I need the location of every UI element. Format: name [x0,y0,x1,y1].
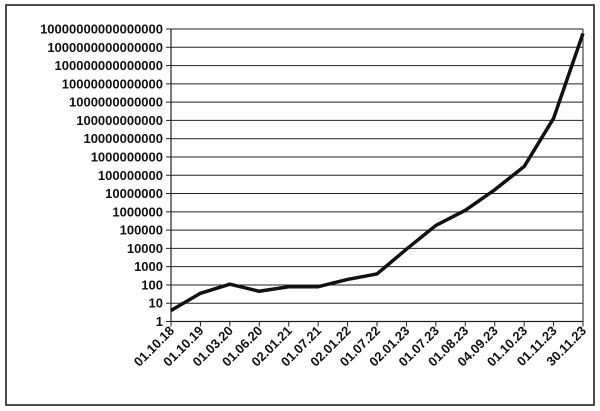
y-tick-label: 1 [156,314,163,329]
y-tick-label: 1000 [134,259,163,274]
y-tick-label: 1000000000000000 [47,40,163,55]
y-tick-label: 10 [149,296,163,311]
chart-border [5,4,595,406]
y-tick-label: 100000000 [98,168,163,183]
y-tick-label: 10000000000 [83,131,163,146]
y-tick-label: 10000000000000000 [40,22,163,37]
y-tick-label: 10000000000000 [62,76,163,91]
y-tick-label: 10000 [127,241,163,256]
y-tick-label: 100000000000000 [55,58,163,73]
y-tick-label: 1000000 [112,204,163,219]
y-tick-label: 100000 [120,223,163,238]
y-tick-label: 100000000000 [76,113,163,128]
y-tick-label: 10000000 [105,186,163,201]
y-tick-label: 1000000000 [91,149,163,164]
y-tick-label: 100 [141,277,163,292]
y-tick-label: 1000000000000 [69,95,163,110]
